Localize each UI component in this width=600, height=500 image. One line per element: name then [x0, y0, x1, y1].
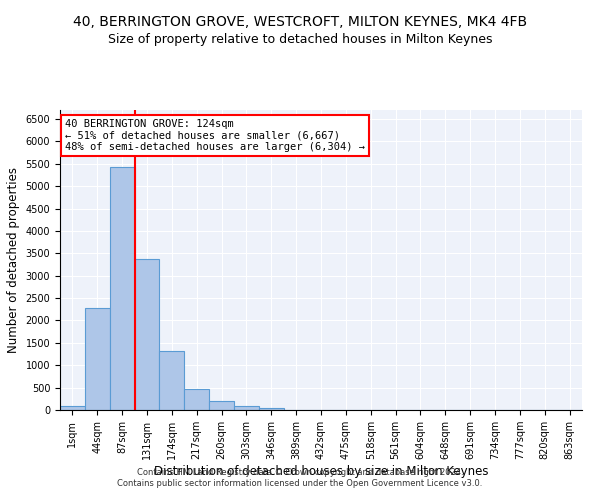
Text: Contains HM Land Registry data © Crown copyright and database right 2024.
Contai: Contains HM Land Registry data © Crown c… — [118, 468, 482, 487]
Bar — [160, 352, 184, 410]
Bar — [110, 168, 134, 410]
Bar — [85, 308, 110, 410]
Bar — [60, 406, 85, 410]
Bar — [259, 408, 284, 410]
Bar — [184, 388, 209, 410]
Bar — [234, 406, 259, 410]
Text: 40, BERRINGTON GROVE, WESTCROFT, MILTON KEYNES, MK4 4FB: 40, BERRINGTON GROVE, WESTCROFT, MILTON … — [73, 15, 527, 29]
Bar — [134, 258, 160, 410]
Text: Size of property relative to detached houses in Milton Keynes: Size of property relative to detached ho… — [108, 32, 492, 46]
Y-axis label: Number of detached properties: Number of detached properties — [7, 167, 20, 353]
Bar — [209, 402, 234, 410]
Text: 40 BERRINGTON GROVE: 124sqm
← 51% of detached houses are smaller (6,667)
48% of : 40 BERRINGTON GROVE: 124sqm ← 51% of det… — [65, 119, 365, 152]
X-axis label: Distribution of detached houses by size in Milton Keynes: Distribution of detached houses by size … — [154, 465, 488, 478]
